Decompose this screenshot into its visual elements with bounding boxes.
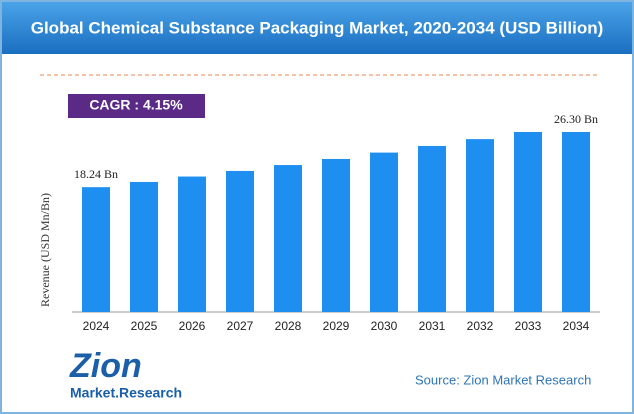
value-label: 18.24 Bn xyxy=(74,167,118,181)
value-label: 26.30 Bn xyxy=(554,112,598,126)
cagr-label: CAGR : 4.15% xyxy=(89,97,183,113)
bar xyxy=(274,165,302,312)
x-tick-label: 2034 xyxy=(563,319,590,333)
bar xyxy=(82,187,110,312)
bar xyxy=(514,132,542,312)
x-tick-label: 2026 xyxy=(179,319,206,333)
bar xyxy=(562,132,590,312)
bar xyxy=(466,139,494,312)
bar xyxy=(178,176,206,312)
logo-tagline: Market.Research xyxy=(70,385,182,401)
x-tick-label: 2030 xyxy=(371,319,398,333)
x-tick-label: 2033 xyxy=(515,319,542,333)
x-tick-label: 2028 xyxy=(275,319,302,333)
x-tick-label: 2025 xyxy=(131,319,158,333)
bar xyxy=(370,152,398,312)
x-tick-label: 2027 xyxy=(227,319,254,333)
chart-title: Global Chemical Substance Packaging Mark… xyxy=(31,18,604,37)
title-bar xyxy=(2,2,632,54)
cagr-box xyxy=(68,94,205,118)
logo-name: Zion xyxy=(69,347,142,385)
x-tick-label: 2032 xyxy=(467,319,494,333)
bar xyxy=(418,145,446,312)
x-tick-label: 2031 xyxy=(419,319,446,333)
source: Source: Zion Market Research xyxy=(415,372,591,387)
bar xyxy=(322,158,350,312)
x-tick-label: 2029 xyxy=(323,319,350,333)
y-axis-label: Revenue (USD Mn/Bn) xyxy=(38,193,52,307)
x-tick-label: 2024 xyxy=(83,319,110,333)
bar xyxy=(130,181,158,312)
bar xyxy=(226,170,254,312)
